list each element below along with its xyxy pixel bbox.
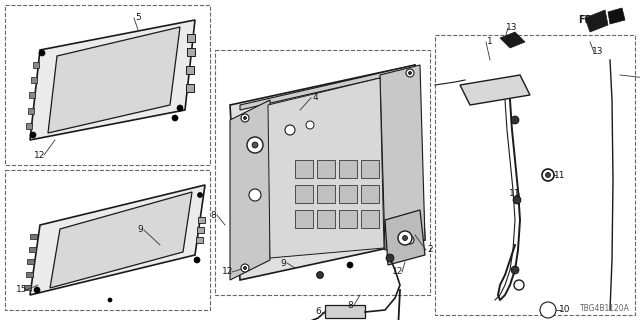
Polygon shape xyxy=(585,10,608,32)
Polygon shape xyxy=(30,20,195,140)
Circle shape xyxy=(408,238,412,242)
Circle shape xyxy=(241,114,249,122)
Polygon shape xyxy=(197,227,204,233)
Text: 11: 11 xyxy=(554,171,566,180)
Polygon shape xyxy=(608,8,625,24)
Text: 1: 1 xyxy=(487,37,493,46)
Text: 2: 2 xyxy=(427,245,433,254)
Circle shape xyxy=(543,305,553,315)
Polygon shape xyxy=(339,185,357,203)
Circle shape xyxy=(408,71,412,75)
Polygon shape xyxy=(186,66,195,74)
Text: 5: 5 xyxy=(135,13,141,22)
Polygon shape xyxy=(50,192,192,288)
Circle shape xyxy=(317,271,323,278)
Polygon shape xyxy=(317,185,335,203)
Text: 8: 8 xyxy=(347,300,353,309)
Polygon shape xyxy=(188,34,195,42)
Text: 8: 8 xyxy=(210,211,216,220)
Circle shape xyxy=(406,236,414,244)
Text: 9: 9 xyxy=(137,226,143,235)
Polygon shape xyxy=(29,247,36,252)
Text: 12: 12 xyxy=(35,150,45,159)
Polygon shape xyxy=(230,65,425,280)
Polygon shape xyxy=(48,27,180,133)
Text: 11: 11 xyxy=(509,188,521,197)
Polygon shape xyxy=(317,210,335,228)
Circle shape xyxy=(252,142,258,148)
Polygon shape xyxy=(295,185,313,203)
Polygon shape xyxy=(27,259,34,264)
Circle shape xyxy=(34,287,40,293)
Circle shape xyxy=(513,196,521,204)
Polygon shape xyxy=(29,92,35,98)
Text: TBG4B1120A: TBG4B1120A xyxy=(580,304,630,313)
Text: 13: 13 xyxy=(506,23,518,33)
Polygon shape xyxy=(28,108,34,114)
Circle shape xyxy=(243,116,246,119)
Circle shape xyxy=(172,115,178,121)
Circle shape xyxy=(542,169,554,181)
Circle shape xyxy=(511,266,519,274)
Circle shape xyxy=(241,264,249,272)
Text: FR.: FR. xyxy=(578,15,596,25)
Polygon shape xyxy=(295,210,313,228)
Circle shape xyxy=(30,132,36,138)
Text: 6: 6 xyxy=(315,308,321,316)
Text: 12: 12 xyxy=(222,268,234,276)
Polygon shape xyxy=(230,100,270,280)
Circle shape xyxy=(243,267,246,269)
Polygon shape xyxy=(30,185,205,295)
Polygon shape xyxy=(198,217,205,223)
Polygon shape xyxy=(361,160,379,178)
Polygon shape xyxy=(186,84,194,92)
Text: 10: 10 xyxy=(559,306,571,315)
Circle shape xyxy=(39,50,45,56)
Polygon shape xyxy=(30,234,37,239)
Polygon shape xyxy=(325,305,365,318)
Circle shape xyxy=(514,280,524,290)
Circle shape xyxy=(108,298,112,302)
Circle shape xyxy=(249,189,261,201)
Text: 13: 13 xyxy=(592,47,604,57)
Text: 9: 9 xyxy=(280,259,286,268)
Circle shape xyxy=(285,125,295,135)
Circle shape xyxy=(511,116,519,124)
Polygon shape xyxy=(380,65,425,250)
Circle shape xyxy=(194,257,200,263)
Circle shape xyxy=(540,302,556,318)
Circle shape xyxy=(198,193,202,197)
Circle shape xyxy=(306,121,314,129)
Polygon shape xyxy=(385,210,425,265)
Circle shape xyxy=(247,137,263,153)
Polygon shape xyxy=(240,65,415,110)
Polygon shape xyxy=(460,75,530,105)
Polygon shape xyxy=(33,62,39,68)
Polygon shape xyxy=(187,47,195,55)
Circle shape xyxy=(386,254,394,262)
Circle shape xyxy=(545,172,550,178)
Polygon shape xyxy=(339,210,357,228)
Polygon shape xyxy=(295,160,313,178)
Circle shape xyxy=(403,236,408,241)
Polygon shape xyxy=(268,78,384,258)
Text: 12: 12 xyxy=(392,268,404,276)
Polygon shape xyxy=(361,210,379,228)
Text: 4: 4 xyxy=(312,93,318,102)
Polygon shape xyxy=(317,160,335,178)
Text: 15: 15 xyxy=(16,285,28,294)
Polygon shape xyxy=(26,272,33,277)
Circle shape xyxy=(406,69,414,77)
Polygon shape xyxy=(361,185,379,203)
Circle shape xyxy=(177,105,183,111)
Polygon shape xyxy=(339,160,357,178)
Circle shape xyxy=(398,231,412,245)
Polygon shape xyxy=(31,77,37,83)
Polygon shape xyxy=(500,32,525,48)
Polygon shape xyxy=(26,123,32,129)
Polygon shape xyxy=(196,237,203,243)
Circle shape xyxy=(347,262,353,268)
Polygon shape xyxy=(24,285,31,290)
